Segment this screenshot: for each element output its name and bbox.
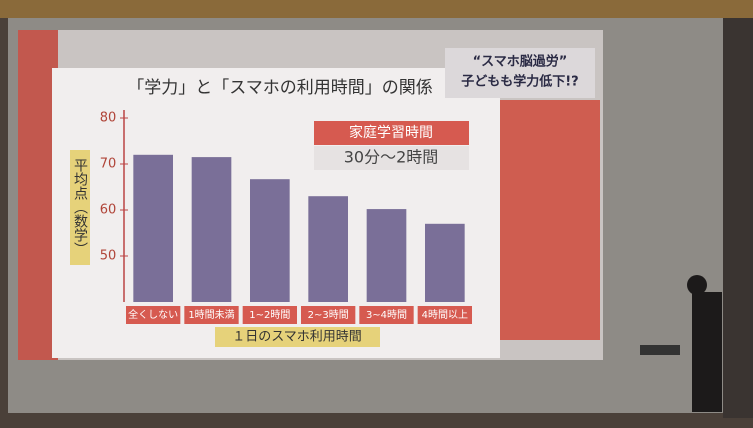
chart-title: 「学力」と「スマホの利用時間」の関係 [127, 78, 433, 98]
x-tick-label: 3~4時間 [366, 309, 407, 321]
x-axis-label: １日のスマホ利用時間 [232, 330, 362, 345]
x-tick-label: 全くしない [128, 308, 178, 321]
x-tick-label: 2~3時間 [308, 309, 349, 321]
headline: “スマホ脳過労” [473, 54, 568, 70]
lectern [640, 345, 680, 355]
headline: 子どもも学力低下!? [461, 74, 578, 90]
y-tick-label: 70 [100, 157, 117, 172]
y-tick-label: 80 [100, 111, 117, 126]
bar [250, 179, 290, 302]
bar [192, 157, 232, 302]
bar [308, 196, 348, 302]
presenter [692, 292, 722, 412]
annotation: 30分～2時間 [344, 148, 439, 167]
annotation: 家庭学習時間 [349, 124, 433, 141]
presenter-head [687, 275, 707, 295]
y-tick-label: 60 [100, 203, 117, 218]
photo: “スマホ脳過労” 子どもも学力低下!? 「学力」と「スマホの利用時間」の関係 家… [0, 0, 753, 428]
x-tick-label: 4時間以上 [422, 309, 468, 321]
x-tick-label: 1~2時間 [249, 309, 290, 321]
bar [133, 155, 173, 302]
curtain-side [723, 18, 753, 418]
projection-right [500, 100, 600, 340]
bar [425, 224, 465, 302]
curtain-top [0, 0, 753, 18]
x-tick-label: 1時間未満 [188, 309, 234, 321]
y-axis-label: 平均点（数学） [72, 158, 88, 256]
bar [367, 209, 407, 302]
y-tick-label: 50 [100, 249, 117, 264]
